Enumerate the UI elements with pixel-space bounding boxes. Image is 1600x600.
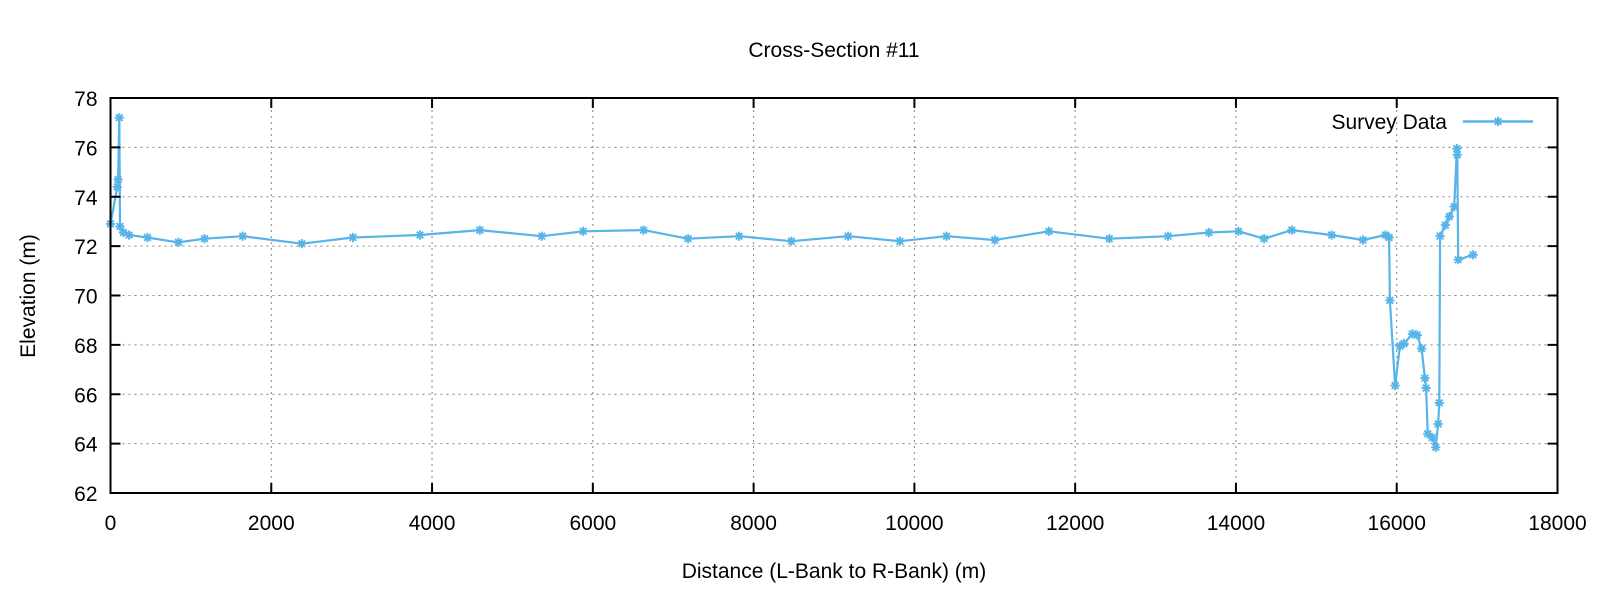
x-tick-label: 2000 <box>248 512 295 535</box>
x-axis-label: Distance (L-Bank to R-Bank) (m) <box>682 560 987 583</box>
data-point-marker <box>142 232 153 243</box>
data-point-marker <box>173 237 183 247</box>
data-point-marker <box>786 236 797 246</box>
data-point-marker <box>1326 230 1337 240</box>
data-point-marker <box>1440 220 1451 230</box>
data-point-marker <box>1259 234 1269 244</box>
x-tick-label: 14000 <box>1207 512 1265 535</box>
data-point-marker <box>1421 383 1431 393</box>
y-tick-label: 62 <box>74 483 97 506</box>
data-point-marker <box>1453 255 1463 265</box>
y-tick-label: 68 <box>74 335 97 358</box>
data-point-marker <box>1423 429 1433 439</box>
data-point-marker <box>1434 398 1444 408</box>
x-tick-label: 12000 <box>1046 512 1104 535</box>
data-point-marker <box>537 231 547 241</box>
data-point-marker <box>238 231 248 241</box>
y-tick-label: 74 <box>74 187 98 210</box>
x-tick-label: 8000 <box>730 512 777 535</box>
x-tick-label: 10000 <box>885 512 943 535</box>
survey-data-line <box>109 116 1475 449</box>
grid <box>110 97 1558 494</box>
data-point-marker <box>1390 381 1400 391</box>
legend-sample-marker <box>1493 116 1503 127</box>
data-point-marker <box>734 231 744 241</box>
data-point-marker <box>1104 234 1114 244</box>
legend-line-sample <box>1462 116 1534 127</box>
x-tick-label: 18000 <box>1528 512 1586 535</box>
legend-label: Survey Data <box>1331 111 1447 134</box>
data-point-marker <box>1452 150 1462 160</box>
x-tick-label: 0 <box>105 512 117 535</box>
data-point-marker <box>1407 329 1418 339</box>
y-tick-label: 70 <box>74 286 97 309</box>
data-point-marker <box>200 234 210 244</box>
y-tick-label: 66 <box>74 384 97 407</box>
y-tick-label: 72 <box>74 236 97 259</box>
data-point-marker <box>114 113 124 123</box>
data-point-marker <box>475 225 485 235</box>
data-point-marker <box>1431 442 1441 452</box>
data-point-marker <box>1399 339 1409 349</box>
data-point-marker <box>1287 225 1297 235</box>
data-point-marker <box>843 231 853 241</box>
data-point-marker <box>1452 144 1462 154</box>
series-survey-data <box>105 113 1478 452</box>
data-point-marker <box>297 239 307 249</box>
x-tick-label: 4000 <box>409 512 456 535</box>
data-point-marker <box>1044 226 1054 236</box>
data-point-marker <box>1449 202 1459 212</box>
data-point-marker <box>683 234 693 244</box>
data-point-marker <box>112 182 122 192</box>
data-point-marker <box>1384 232 1394 243</box>
data-point-marker <box>1427 432 1437 443</box>
data-point-marker <box>1416 344 1427 354</box>
x-tick-label: 16000 <box>1368 512 1426 535</box>
data-point-marker <box>990 235 1000 245</box>
y-axis-label: Elevation (m) <box>17 234 40 358</box>
data-point-marker <box>348 232 358 243</box>
data-point-marker <box>1420 373 1430 383</box>
data-point-marker <box>578 226 588 236</box>
data-point-marker <box>895 236 905 246</box>
axes <box>109 97 1559 494</box>
data-point-marker <box>1412 330 1422 340</box>
data-point-marker <box>118 227 129 238</box>
data-point-marker <box>113 174 123 185</box>
data-point-marker <box>638 225 649 235</box>
data-point-marker <box>1385 295 1395 305</box>
data-point-marker <box>1433 419 1443 429</box>
data-point-marker <box>1435 231 1445 241</box>
tick-labels: 0 2000 4000 6000 8000 10000 12000 14000 16000 180… <box>74 88 1587 535</box>
data-point-marker <box>1204 227 1214 238</box>
y-tick-label: 78 <box>74 88 97 111</box>
data-point-marker <box>1444 211 1455 222</box>
x-tick-label: 6000 <box>569 512 616 535</box>
data-point-marker <box>1163 231 1173 241</box>
data-point-marker <box>124 230 134 240</box>
chart-title: Cross-Section #11 <box>748 39 919 62</box>
data-point-marker <box>1468 250 1478 260</box>
y-tick-label: 76 <box>74 137 97 160</box>
data-point-marker <box>115 221 125 231</box>
data-point-marker <box>1395 341 1405 351</box>
legend: Survey Data <box>1331 111 1534 134</box>
data-point-marker <box>1233 226 1244 236</box>
y-tick-label: 64 <box>74 434 98 457</box>
data-point-marker <box>1358 235 1368 245</box>
data-point-marker <box>941 231 952 241</box>
data-point-marker <box>415 230 425 240</box>
